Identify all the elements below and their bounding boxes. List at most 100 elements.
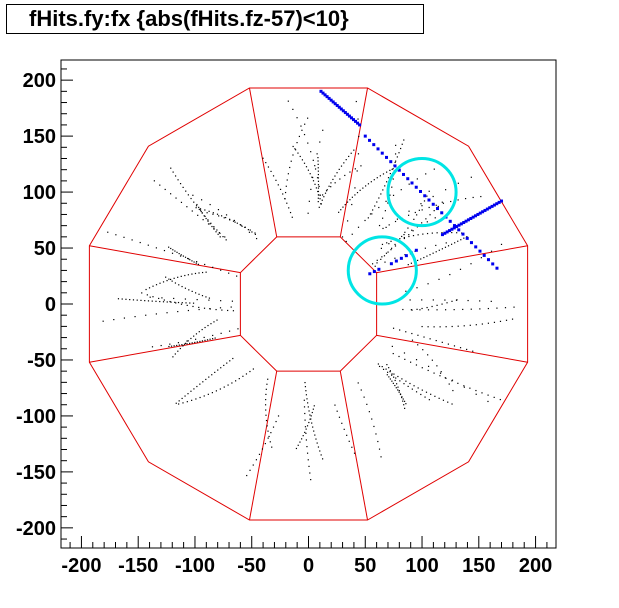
background-hit — [420, 393, 422, 396]
background-hit — [373, 425, 375, 428]
background-hit — [413, 385, 415, 387]
background-hit — [272, 426, 275, 428]
background-hit — [215, 231, 217, 233]
background-hit — [203, 336, 205, 339]
background-hit — [353, 452, 356, 454]
background-hit — [173, 277, 175, 279]
background-hit — [265, 388, 267, 390]
background-hit — [470, 263, 472, 265]
background-hit — [218, 215, 220, 217]
background-hit — [438, 397, 440, 399]
background-hit — [386, 171, 388, 173]
background-hit — [315, 438, 317, 440]
background-hit — [457, 382, 459, 384]
background-hit — [172, 171, 174, 173]
background-hit — [230, 306, 232, 308]
background-hit — [374, 205, 376, 207]
background-hit — [320, 454, 322, 456]
background-hit — [451, 231, 453, 234]
background-hit — [155, 313, 157, 315]
background-hit — [307, 402, 309, 404]
background-hit — [435, 339, 437, 342]
background-hit — [387, 177, 390, 179]
background-hit — [338, 211, 340, 213]
background-hit — [164, 188, 166, 191]
track-hit — [335, 103, 339, 107]
background-hit — [500, 243, 503, 245]
background-hit — [459, 268, 462, 270]
background-hit — [286, 202, 288, 204]
background-hit — [123, 236, 125, 238]
background-hit — [199, 383, 201, 385]
background-hit — [188, 258, 190, 260]
track-hit — [393, 164, 397, 168]
background-hit — [184, 342, 187, 344]
background-hit — [141, 292, 143, 294]
background-hit — [415, 391, 418, 393]
background-hit — [247, 229, 249, 231]
background-hit — [399, 393, 402, 395]
detector-spoke — [376, 245, 528, 274]
background-hit — [353, 149, 355, 151]
background-hit — [146, 294, 148, 296]
background-hit — [216, 229, 218, 231]
background-hit — [431, 305, 433, 308]
track-hit — [464, 219, 468, 223]
track-hit — [483, 208, 487, 212]
background-hit — [417, 234, 419, 236]
background-hit — [179, 255, 182, 257]
background-hit — [168, 345, 170, 348]
background-hit — [178, 344, 180, 346]
background-hit — [251, 231, 253, 233]
chart-title: fHits.fy:fx {abs(fHits.fz-57)<10} — [6, 4, 424, 34]
background-hit — [316, 177, 319, 179]
background-hit — [174, 353, 176, 355]
background-hit — [153, 180, 155, 182]
background-hit — [180, 303, 183, 305]
background-hit — [194, 292, 197, 294]
track-hit — [319, 89, 323, 93]
background-hit — [194, 341, 196, 344]
background-hit — [470, 308, 472, 310]
track-hit — [414, 248, 418, 252]
track-hit — [481, 210, 485, 214]
background-hit — [195, 207, 197, 209]
background-hit — [216, 213, 219, 215]
track-hit — [457, 228, 461, 232]
background-hit — [310, 188, 312, 191]
background-hit — [348, 155, 350, 158]
background-hit — [460, 239, 462, 241]
background-hit — [267, 166, 270, 168]
track-hit — [343, 111, 347, 115]
background-hit — [340, 209, 342, 211]
background-hit — [155, 300, 157, 302]
background-hit — [299, 155, 301, 158]
background-hit — [381, 365, 383, 368]
background-hit — [351, 203, 353, 206]
background-hit — [168, 246, 170, 248]
background-hit — [405, 331, 407, 333]
background-hit — [289, 166, 291, 169]
background-hit — [208, 376, 210, 378]
background-hit — [189, 342, 191, 344]
background-hit — [206, 339, 209, 341]
background-hit — [219, 388, 221, 390]
track-hit — [459, 222, 463, 226]
background-hit — [183, 343, 186, 345]
track-hit — [476, 212, 480, 216]
background-hit — [155, 247, 157, 249]
background-hit — [499, 320, 502, 322]
background-hit — [344, 204, 346, 206]
background-hit — [391, 168, 393, 171]
background-hit — [310, 479, 312, 481]
background-hit — [422, 233, 424, 235]
background-hit — [334, 182, 336, 184]
detector-spoke — [89, 334, 241, 363]
background-hit — [314, 168, 317, 170]
background-hit — [319, 194, 322, 196]
background-hit — [475, 393, 477, 395]
background-hit — [223, 217, 225, 219]
background-hit — [279, 188, 282, 191]
background-hit — [209, 223, 211, 225]
track-hit — [474, 214, 478, 218]
